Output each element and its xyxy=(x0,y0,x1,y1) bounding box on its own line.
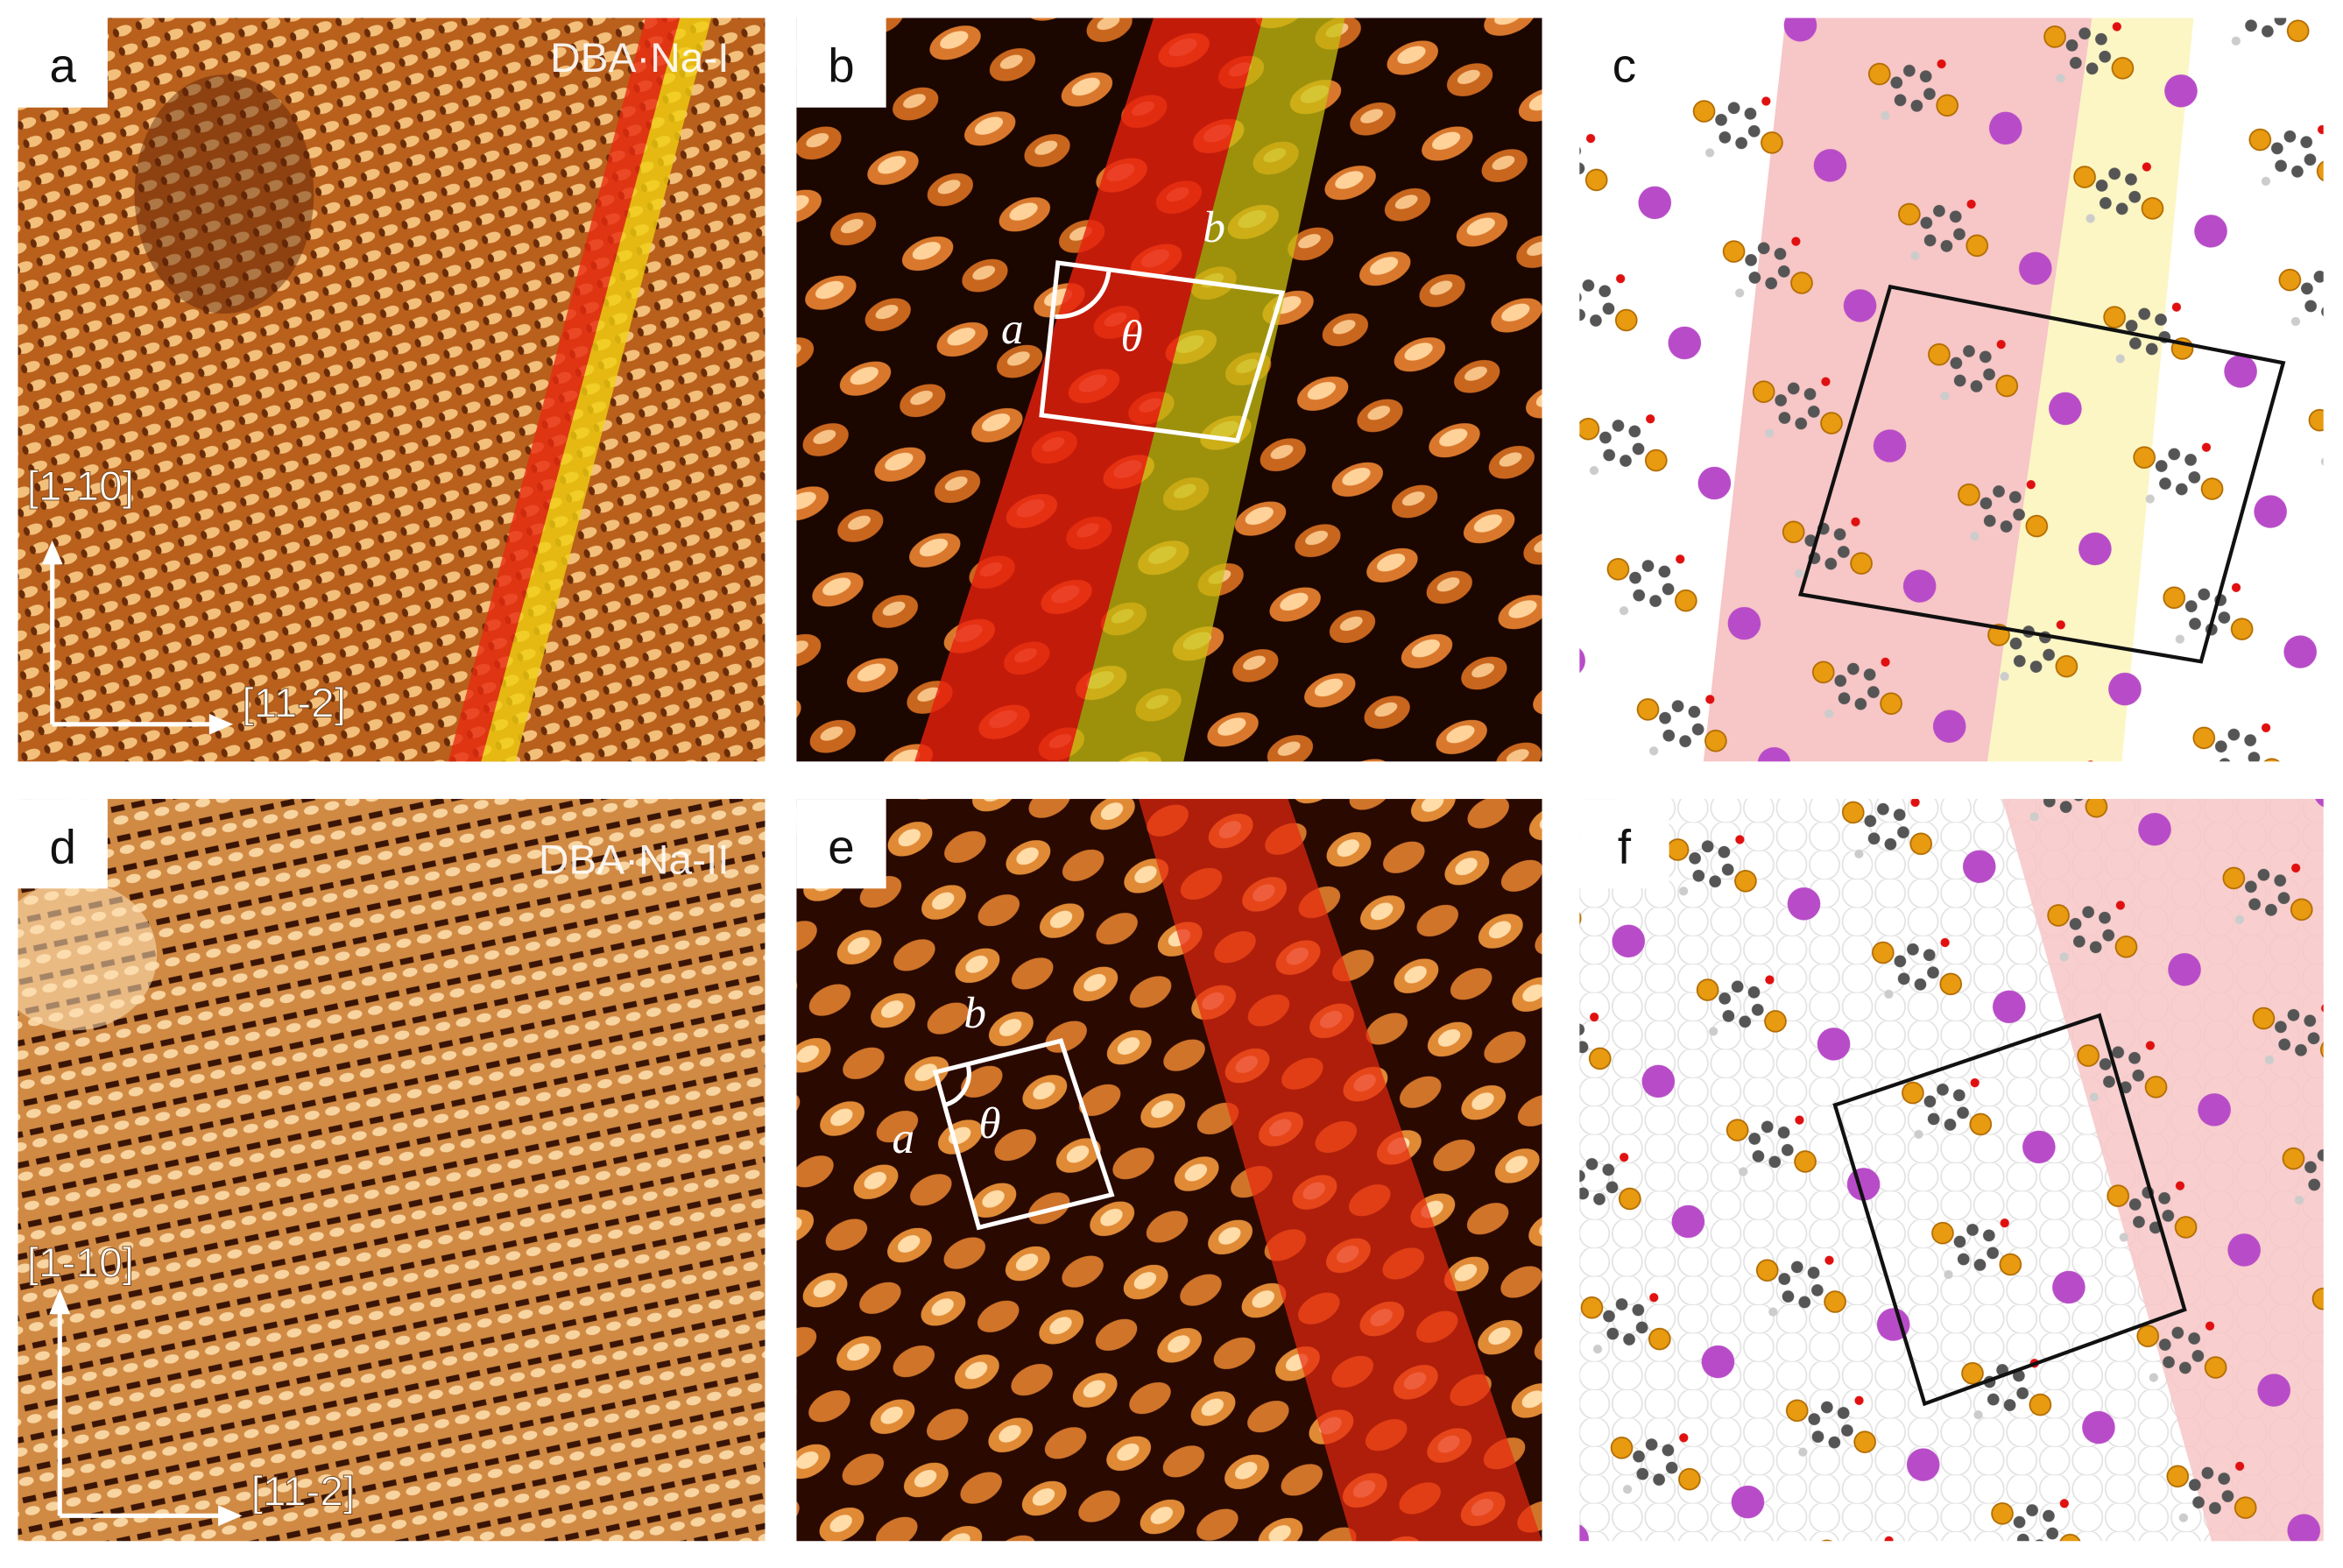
panel-label: d xyxy=(49,820,75,873)
annotation: a xyxy=(1001,304,1024,354)
annotation: b xyxy=(963,988,986,1038)
label-box xyxy=(18,18,108,108)
panel-c: c xyxy=(1579,18,2324,762)
unit-cell xyxy=(932,1038,1115,1231)
panel-label: f xyxy=(1618,820,1632,873)
panel-title: DBA·Na-II xyxy=(539,837,730,883)
panel-f: f xyxy=(1579,799,2324,1542)
unit-cell xyxy=(1039,260,1286,443)
annotation: a xyxy=(892,1113,914,1163)
defect xyxy=(134,74,314,314)
red-stripe xyxy=(914,18,1263,762)
arrowhead xyxy=(218,1505,243,1527)
annotation: θ xyxy=(1120,312,1142,362)
panel-d: [1-10] [11-2] DBA·Na-II d xyxy=(18,799,766,1542)
yellow-stripe xyxy=(481,18,712,762)
arrowhead xyxy=(41,540,63,565)
red-stripe xyxy=(448,18,681,762)
panel-label: e xyxy=(828,820,854,873)
molecular-model xyxy=(1579,18,2324,762)
annotation: b xyxy=(1203,202,1225,252)
label-box xyxy=(796,799,886,889)
axis-label: [11-2] xyxy=(242,680,346,726)
panel-title: DBA·Na-I xyxy=(550,35,729,81)
panel-a: [1-10] [11-2] DBA·Na-I a xyxy=(18,18,766,762)
axis-label: [1-10] xyxy=(27,1240,134,1287)
label-box xyxy=(1579,799,1669,889)
panel-b: a θ b b xyxy=(796,18,1542,762)
axis-label: [1-10] xyxy=(27,463,134,510)
unit-cell xyxy=(1832,1013,2187,1407)
panel-e: b a θ e xyxy=(796,799,1542,1542)
annotation: θ xyxy=(978,1098,1000,1148)
yellow-stripe xyxy=(1068,18,1345,762)
unit-cell xyxy=(1798,284,2286,664)
axis-label: [11-2] xyxy=(251,1468,356,1515)
bright-region xyxy=(18,880,158,1031)
arrowhead xyxy=(49,1289,71,1315)
label-box xyxy=(796,18,886,108)
molecular-model xyxy=(1579,799,2324,1542)
label-box xyxy=(1579,18,1669,108)
angle-arc xyxy=(1055,271,1112,320)
panel-label: c xyxy=(1613,39,1636,93)
label-box xyxy=(18,799,108,889)
panel-label: a xyxy=(49,39,76,93)
red-stripe xyxy=(1138,799,1542,1542)
panel-label: b xyxy=(828,39,854,93)
angle-arc xyxy=(943,1065,971,1107)
arrowhead xyxy=(208,713,234,735)
